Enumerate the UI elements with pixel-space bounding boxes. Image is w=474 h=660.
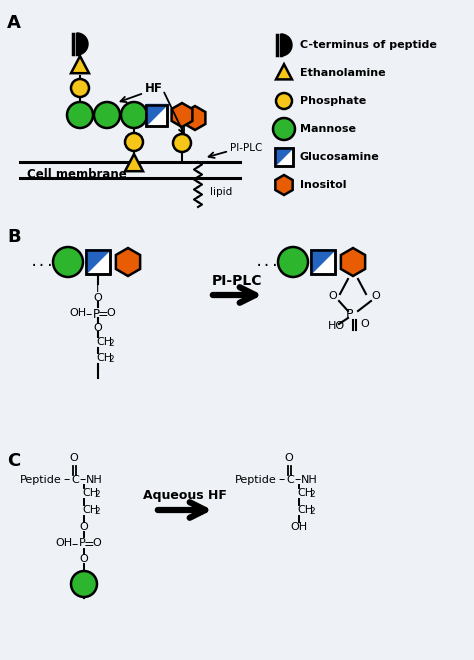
Text: P: P <box>346 308 354 321</box>
Wedge shape <box>77 33 88 55</box>
Text: P: P <box>92 308 100 321</box>
Text: Aqueous HF: Aqueous HF <box>143 490 227 502</box>
Polygon shape <box>71 56 89 73</box>
Text: –: – <box>278 473 284 486</box>
Text: C: C <box>286 475 294 485</box>
Circle shape <box>121 102 147 128</box>
Text: CH: CH <box>297 488 313 498</box>
Text: –: – <box>79 473 85 486</box>
Text: PI-PLC: PI-PLC <box>230 143 263 153</box>
Text: OH: OH <box>291 522 308 532</box>
Text: =: = <box>84 538 94 551</box>
Bar <box>86 250 110 274</box>
Polygon shape <box>184 106 205 130</box>
Text: OH: OH <box>55 538 73 548</box>
Text: –: – <box>86 308 92 321</box>
Text: B: B <box>7 228 21 246</box>
Bar <box>311 250 335 274</box>
Text: C: C <box>71 475 79 485</box>
Text: O: O <box>94 293 102 303</box>
Text: P: P <box>79 538 85 548</box>
Text: 2: 2 <box>94 507 100 516</box>
Polygon shape <box>276 64 292 79</box>
Text: Peptide: Peptide <box>20 475 62 485</box>
Polygon shape <box>146 104 167 125</box>
Text: Glucosamine: Glucosamine <box>300 152 380 162</box>
Text: lipid: lipid <box>210 187 232 197</box>
Text: CH: CH <box>96 353 112 363</box>
Polygon shape <box>311 250 335 274</box>
Circle shape <box>173 134 191 152</box>
Text: CH: CH <box>96 337 112 347</box>
Polygon shape <box>125 154 143 171</box>
Circle shape <box>71 571 97 597</box>
Text: C-terminus of peptide: C-terminus of peptide <box>300 40 437 50</box>
Circle shape <box>94 102 120 128</box>
Text: CH: CH <box>297 505 313 515</box>
Text: =: = <box>98 308 109 321</box>
Bar <box>275 148 293 166</box>
Circle shape <box>278 247 308 277</box>
Text: Mannose: Mannose <box>300 124 356 134</box>
Text: NH: NH <box>86 475 103 485</box>
Text: OH: OH <box>69 308 87 318</box>
Text: O: O <box>371 291 380 301</box>
Polygon shape <box>275 175 292 195</box>
Polygon shape <box>275 148 293 166</box>
Text: Ethanolamine: Ethanolamine <box>300 68 386 78</box>
Circle shape <box>273 118 295 140</box>
Text: A: A <box>7 14 21 32</box>
Text: 2: 2 <box>108 355 114 364</box>
Text: –: – <box>63 473 69 486</box>
Text: Inositol: Inositol <box>300 180 346 190</box>
Bar <box>146 104 167 125</box>
Text: HF: HF <box>145 81 163 94</box>
Bar <box>86 250 110 274</box>
Circle shape <box>71 79 89 97</box>
Text: I: I <box>96 284 100 294</box>
Text: ......: ...... <box>30 255 80 269</box>
Text: O: O <box>80 554 88 564</box>
Text: O: O <box>284 453 293 463</box>
Text: C: C <box>7 452 20 470</box>
Text: O: O <box>328 291 337 301</box>
Circle shape <box>125 133 143 151</box>
Bar <box>311 250 335 274</box>
Polygon shape <box>116 248 140 276</box>
Text: ......: ...... <box>255 255 305 269</box>
Circle shape <box>67 102 93 128</box>
Text: PI-PLC: PI-PLC <box>212 274 262 288</box>
Bar <box>275 148 293 166</box>
Text: Phosphate: Phosphate <box>300 96 366 106</box>
Polygon shape <box>172 103 192 127</box>
Text: O: O <box>360 319 369 329</box>
Text: O: O <box>94 323 102 333</box>
Text: O: O <box>80 522 88 532</box>
Text: 2: 2 <box>94 490 100 499</box>
Text: CH: CH <box>82 488 98 498</box>
Text: 2: 2 <box>309 490 315 499</box>
Text: CH: CH <box>82 505 98 515</box>
Bar <box>146 104 167 125</box>
Text: O: O <box>107 308 115 318</box>
Polygon shape <box>86 250 110 274</box>
Text: –: – <box>72 538 78 551</box>
Text: Cell membrane: Cell membrane <box>27 168 127 182</box>
Text: 2: 2 <box>309 507 315 516</box>
Text: 2: 2 <box>108 339 114 348</box>
Text: HO: HO <box>328 321 345 331</box>
Text: O: O <box>70 453 78 463</box>
Text: NH: NH <box>301 475 318 485</box>
Text: O: O <box>92 538 101 548</box>
Circle shape <box>276 93 292 109</box>
Text: –: – <box>294 473 300 486</box>
Circle shape <box>53 247 83 277</box>
Polygon shape <box>341 248 365 276</box>
Wedge shape <box>281 34 292 56</box>
Text: Peptide: Peptide <box>235 475 277 485</box>
